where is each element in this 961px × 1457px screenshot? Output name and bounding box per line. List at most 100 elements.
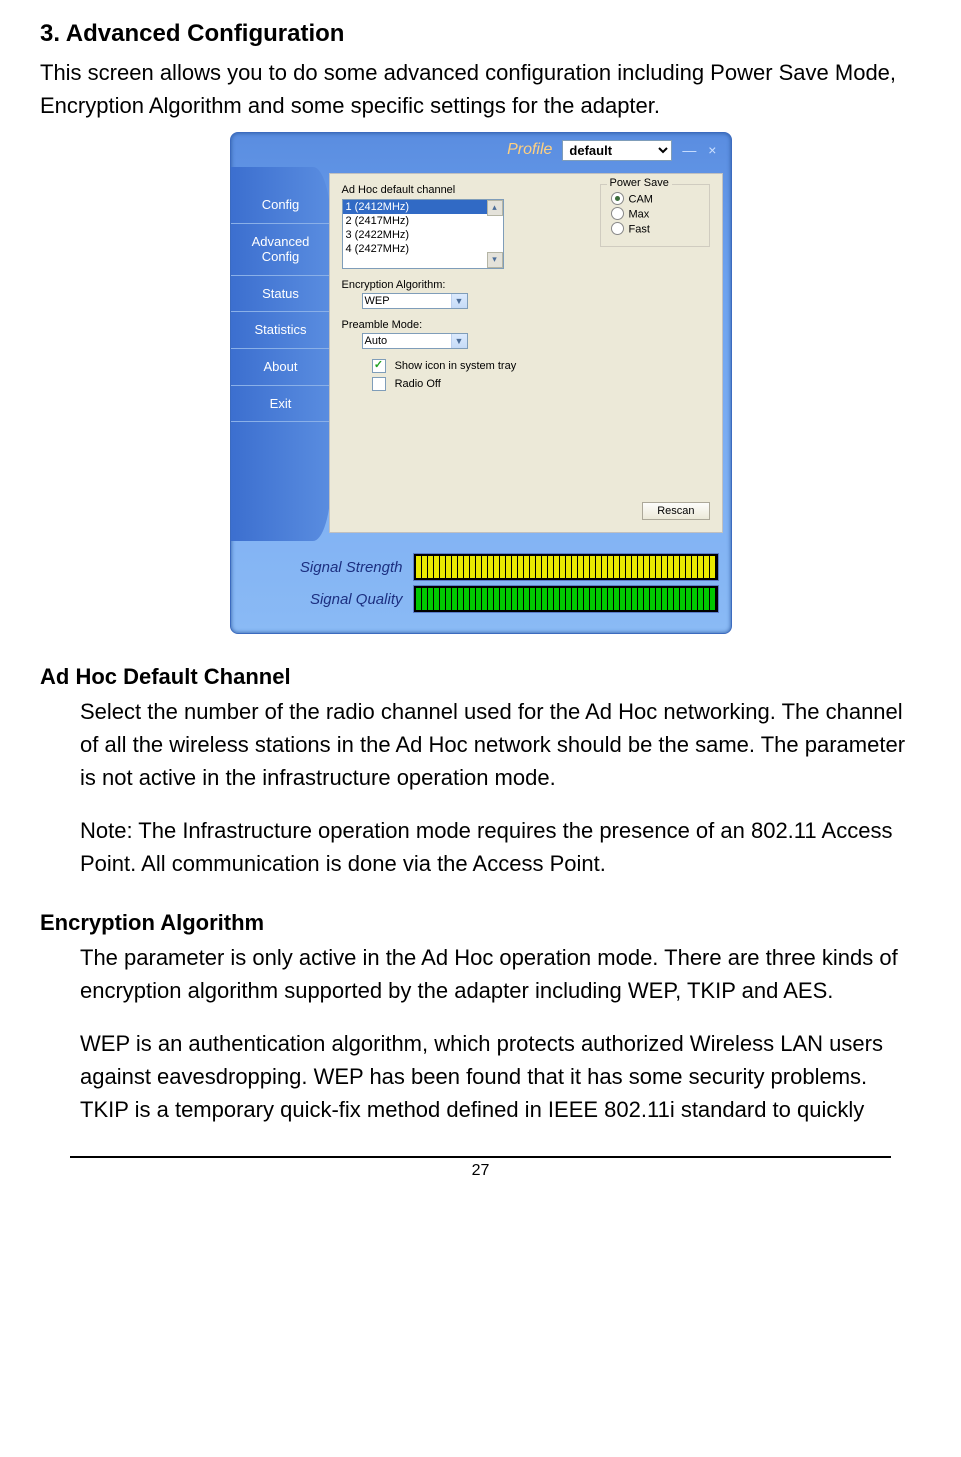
signal-segment: [650, 588, 655, 610]
signal-block: Signal Strength Signal Quality: [231, 541, 731, 633]
signal-segment: [674, 556, 679, 578]
signal-segment: [476, 588, 481, 610]
signal-segment: [518, 556, 523, 578]
signal-segment: [620, 556, 625, 578]
footer-rule: [70, 1156, 891, 1158]
signal-segment: [446, 588, 451, 610]
profile-select[interactable]: default: [562, 140, 672, 161]
signal-segment: [536, 588, 541, 610]
signal-segment: [680, 556, 685, 578]
window-buttons[interactable]: — ×: [682, 142, 720, 158]
show-icon-row[interactable]: ✓ Show icon in system tray: [372, 359, 710, 373]
signal-segment: [638, 588, 643, 610]
signal-segment: [518, 588, 523, 610]
signal-segment: [464, 556, 469, 578]
signal-segment: [584, 556, 589, 578]
signal-segment: [500, 588, 505, 610]
encryption-p2: WEP is an authentication algorithm, whic…: [40, 1027, 921, 1126]
intro-paragraph: This screen allows you to do some advanc…: [40, 56, 921, 122]
signal-segment: [710, 588, 715, 610]
signal-segment: [572, 556, 577, 578]
signal-segment: [572, 588, 577, 610]
signal-segment: [626, 588, 631, 610]
signal-segment: [644, 588, 649, 610]
sidebar-item-advanced-config[interactable]: AdvancedConfig: [231, 223, 331, 275]
signal-segment: [608, 556, 613, 578]
sidebar-item-statistics[interactable]: Statistics: [231, 311, 331, 348]
signal-segment: [632, 588, 637, 610]
signal-segment: [578, 556, 583, 578]
section-heading: 3. Advanced Configuration: [40, 20, 921, 48]
scroll-up-icon[interactable]: ▴: [487, 200, 503, 216]
signal-segment: [698, 588, 703, 610]
channel-option[interactable]: 1 (2412MHz): [343, 200, 503, 214]
powersave-option-cam[interactable]: CAM: [611, 193, 699, 206]
signal-quality-label: Signal Quality: [243, 591, 413, 608]
signal-segment: [566, 588, 571, 610]
encryption-select[interactable]: WEP ▼: [362, 293, 468, 309]
adhoc-channel-label: Ad Hoc default channel: [342, 184, 582, 196]
signal-segment: [452, 556, 457, 578]
signal-segment: [482, 556, 487, 578]
channel-option[interactable]: 3 (2422MHz): [343, 228, 503, 242]
signal-segment: [602, 588, 607, 610]
rescan-button[interactable]: Rescan: [642, 502, 709, 520]
radio-icon: [611, 222, 624, 235]
sidebar-item-status[interactable]: Status: [231, 275, 331, 312]
signal-segment: [428, 588, 433, 610]
signal-segment: [470, 588, 475, 610]
adhoc-p2: Note: The Infrastructure operation mode …: [40, 814, 921, 880]
signal-segment: [416, 556, 421, 578]
page-number: 27: [40, 1162, 921, 1180]
signal-segment: [704, 556, 709, 578]
signal-segment: [686, 588, 691, 610]
signal-segment: [692, 556, 697, 578]
radio-icon: [611, 192, 624, 205]
sidebar-item-about[interactable]: About: [231, 348, 331, 385]
powersave-option-max[interactable]: Max: [611, 208, 699, 221]
signal-segment: [632, 556, 637, 578]
preamble-select[interactable]: Auto ▼: [362, 333, 468, 349]
signal-segment: [506, 556, 511, 578]
radio-icon: [611, 207, 624, 220]
show-icon-checkbox[interactable]: ✓: [372, 359, 386, 373]
signal-segment: [488, 588, 493, 610]
chevron-down-icon: ▼: [451, 334, 467, 348]
signal-segment: [650, 556, 655, 578]
signal-strength-label: Signal Strength: [243, 559, 413, 576]
signal-segment: [614, 556, 619, 578]
adhoc-channel-list[interactable]: ▴ ▾ 1 (2412MHz)2 (2417MHz)3 (2422MHz)4 (…: [342, 199, 504, 269]
signal-segment: [590, 588, 595, 610]
encryption-value: WEP: [365, 295, 390, 307]
signal-segment: [536, 556, 541, 578]
preamble-label: Preamble Mode:: [342, 319, 710, 331]
signal-segment: [686, 556, 691, 578]
signal-segment: [554, 556, 559, 578]
app-window: Profile default — × ConfigAdvancedConfig…: [230, 132, 732, 634]
powersave-option-fast[interactable]: Fast: [611, 223, 699, 236]
signal-segment: [614, 588, 619, 610]
radio-off-checkbox[interactable]: [372, 377, 386, 391]
signal-segment: [470, 556, 475, 578]
signal-segment: [656, 588, 661, 610]
signal-segment: [494, 556, 499, 578]
signal-segment: [596, 556, 601, 578]
signal-segment: [494, 588, 499, 610]
channel-option[interactable]: 4 (2427MHz): [343, 242, 503, 256]
scroll-down-icon[interactable]: ▾: [487, 252, 503, 268]
signal-segment: [476, 556, 481, 578]
signal-segment: [704, 588, 709, 610]
sidebar-item-config[interactable]: Config: [231, 187, 331, 223]
sidebar-item-exit[interactable]: Exit: [231, 385, 331, 423]
signal-segment: [464, 588, 469, 610]
signal-segment: [644, 556, 649, 578]
channel-option[interactable]: 2 (2417MHz): [343, 214, 503, 228]
radio-off-label: Radio Off: [395, 378, 441, 390]
signal-segment: [596, 588, 601, 610]
signal-segment: [416, 588, 421, 610]
signal-segment: [542, 588, 547, 610]
signal-segment: [530, 556, 535, 578]
signal-segment: [440, 556, 445, 578]
radio-off-row[interactable]: Radio Off: [372, 377, 710, 391]
signal-segment: [674, 588, 679, 610]
